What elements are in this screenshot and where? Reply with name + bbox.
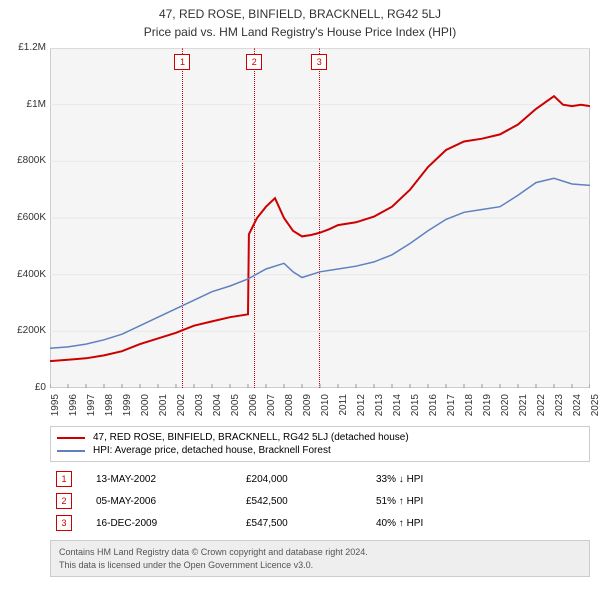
legend-label: 47, RED ROSE, BINFIELD, BRACKNELL, RG42 … xyxy=(93,432,409,443)
y-tick-label: £400K xyxy=(2,269,46,280)
legend: 47, RED ROSE, BINFIELD, BRACKNELL, RG42 … xyxy=(50,426,590,462)
y-tick-label: £1.2M xyxy=(2,42,46,53)
x-tick-label: 2016 xyxy=(428,394,439,424)
x-tick-label: 2009 xyxy=(302,394,313,424)
x-tick-label: 2014 xyxy=(392,394,403,424)
sale-price: £204,000 xyxy=(246,474,376,485)
sales-table: 1 13-MAY-2002£204,00033% ↓ HPI 2 05-MAY-200… xyxy=(50,468,590,534)
y-tick-label: £800K xyxy=(2,155,46,166)
sale-row-marker: 1 xyxy=(56,471,72,487)
x-tick-label: 2008 xyxy=(284,394,295,424)
legend-swatch xyxy=(57,450,85,452)
x-tick-label: 2017 xyxy=(446,394,457,424)
chart-title: 47, RED ROSE, BINFIELD, BRACKNELL, RG42 … xyxy=(0,0,600,23)
x-tick-label: 2005 xyxy=(230,394,241,424)
chart-subtitle: Price paid vs. HM Land Registry's House … xyxy=(0,23,600,43)
x-tick-label: 2019 xyxy=(482,394,493,424)
sale-date: 05-MAY-2006 xyxy=(96,496,246,507)
x-tick-label: 2003 xyxy=(194,394,205,424)
attribution-line-2: This data is licensed under the Open Gov… xyxy=(59,559,581,572)
y-tick-label: £600K xyxy=(2,212,46,223)
sale-marker-box: 2 xyxy=(246,54,262,70)
chart-container: 47, RED ROSE, BINFIELD, BRACKNELL, RG42 … xyxy=(0,0,600,590)
sale-marker-box: 1 xyxy=(174,54,190,70)
x-tick-label: 1997 xyxy=(86,394,97,424)
x-tick-label: 1995 xyxy=(50,394,61,424)
x-tick-label: 2015 xyxy=(410,394,421,424)
x-tick-label: 2012 xyxy=(356,394,367,424)
x-tick-label: 2021 xyxy=(518,394,529,424)
sale-row: 3 16-DEC-2009£547,50040% ↑ HPI xyxy=(50,512,590,534)
sale-price: £547,500 xyxy=(246,518,376,529)
plot-area: 1 2 3 xyxy=(50,48,590,388)
series-line xyxy=(50,178,590,348)
attribution-box: Contains HM Land Registry data © Crown c… xyxy=(50,540,590,577)
x-tick-label: 2006 xyxy=(248,394,259,424)
x-tick-label: 1999 xyxy=(122,394,133,424)
sale-row-marker: 3 xyxy=(56,515,72,531)
legend-label: HPI: Average price, detached house, Brac… xyxy=(93,445,331,456)
sale-row: 2 05-MAY-2006£542,50051% ↑ HPI xyxy=(50,490,590,512)
x-tick-label: 2013 xyxy=(374,394,385,424)
x-tick-label: 2004 xyxy=(212,394,223,424)
plot-svg xyxy=(50,48,590,388)
x-tick-label: 2011 xyxy=(338,394,349,424)
sale-row-marker: 2 xyxy=(56,493,72,509)
y-tick-label: £200K xyxy=(2,325,46,336)
x-tick-label: 2000 xyxy=(140,394,151,424)
sale-diff: 51% ↑ HPI xyxy=(376,496,476,507)
sale-price: £542,500 xyxy=(246,496,376,507)
x-tick-label: 2022 xyxy=(536,394,547,424)
sale-date: 13-MAY-2002 xyxy=(96,474,246,485)
x-tick-label: 2010 xyxy=(320,394,331,424)
x-tick-label: 2018 xyxy=(464,394,475,424)
sale-date: 16-DEC-2009 xyxy=(96,518,246,529)
sale-diff: 33% ↓ HPI xyxy=(376,474,476,485)
x-tick-label: 2024 xyxy=(572,394,583,424)
sale-diff: 40% ↑ HPI xyxy=(376,518,476,529)
legend-swatch xyxy=(57,437,85,439)
sale-marker-box: 3 xyxy=(311,54,327,70)
x-tick-label: 2023 xyxy=(554,394,565,424)
x-tick-label: 2007 xyxy=(266,394,277,424)
x-tick-label: 2001 xyxy=(158,394,169,424)
x-tick-label: 2020 xyxy=(500,394,511,424)
x-tick-label: 2002 xyxy=(176,394,187,424)
y-tick-label: £0 xyxy=(2,382,46,393)
y-tick-label: £1M xyxy=(2,99,46,110)
legend-row: 47, RED ROSE, BINFIELD, BRACKNELL, RG42 … xyxy=(57,431,583,444)
x-tick-label: 1998 xyxy=(104,394,115,424)
attribution-line-1: Contains HM Land Registry data © Crown c… xyxy=(59,546,581,559)
x-tick-label: 2025 xyxy=(590,394,600,424)
x-tick-label: 1996 xyxy=(68,394,79,424)
legend-row: HPI: Average price, detached house, Brac… xyxy=(57,444,583,457)
sale-row: 1 13-MAY-2002£204,00033% ↓ HPI xyxy=(50,468,590,490)
series-line xyxy=(50,96,590,361)
